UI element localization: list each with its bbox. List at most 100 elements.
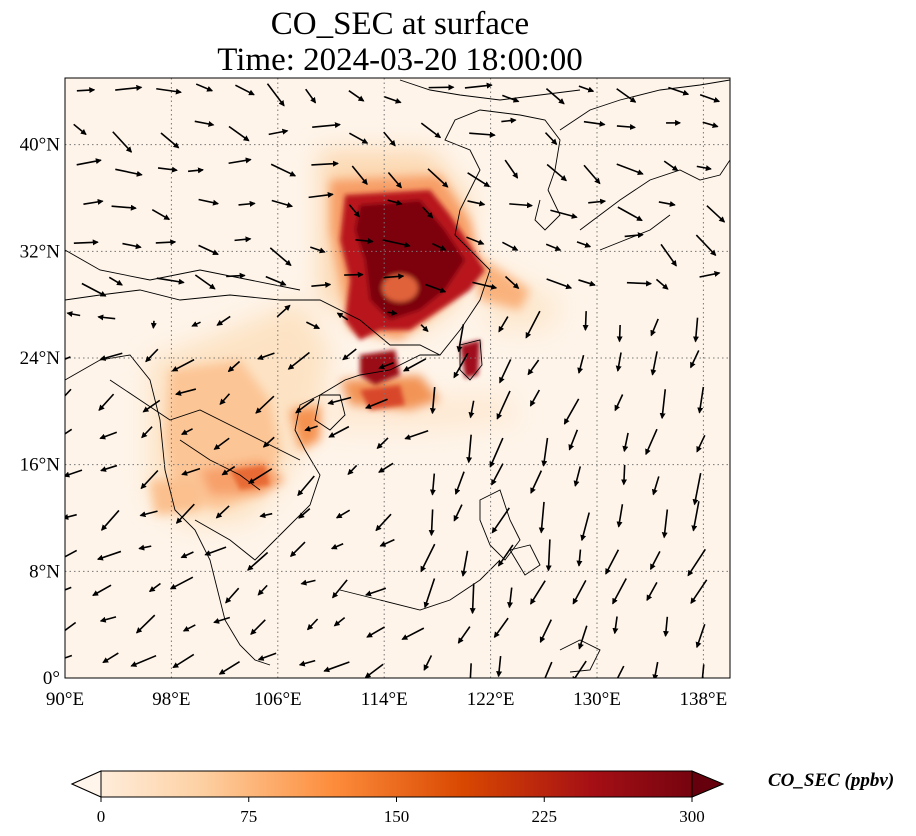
wind-arrow xyxy=(571,660,587,678)
colorbar: 0 75 150 225 300 xyxy=(70,770,725,826)
wind-arrow xyxy=(226,272,246,279)
wind-arrow xyxy=(454,471,465,495)
lon-tick-label: 130°E xyxy=(573,689,621,710)
wind-arrow xyxy=(695,234,717,256)
wind-arrow xyxy=(228,125,250,142)
lat-tick-label: 40°N xyxy=(20,135,61,156)
wind-arrow xyxy=(692,317,699,343)
wind-arrow xyxy=(649,550,661,571)
wind-arrow xyxy=(423,655,433,671)
longitude-axis: 90°E 98°E 106°E 114°E 122°E 130°E 138°E xyxy=(46,689,727,710)
wind-arrow xyxy=(659,389,667,420)
wind-arrow xyxy=(525,310,541,339)
wind-arrow xyxy=(550,209,578,219)
wind-arrow xyxy=(348,204,360,218)
wind-arrow xyxy=(311,281,332,288)
colorbar-tick-label: 300 xyxy=(679,807,705,826)
wind-arrow xyxy=(108,276,123,286)
wind-arrow xyxy=(699,270,721,278)
lon-tick-label: 122°E xyxy=(467,689,515,710)
wind-arrow xyxy=(271,199,294,208)
wind-arrow xyxy=(312,122,341,129)
wind-arrow xyxy=(323,661,350,673)
lon-tick-label: 138°E xyxy=(680,689,728,710)
wind-arrow xyxy=(172,653,195,669)
wind-arrow xyxy=(194,120,215,127)
wind-arrow xyxy=(99,616,117,623)
map-frame xyxy=(64,77,731,679)
wind-arrow xyxy=(221,465,236,476)
wind-arrow xyxy=(387,172,402,189)
wind-arrow xyxy=(255,395,275,414)
wind-arrow xyxy=(156,87,182,95)
wind-arrow xyxy=(662,616,669,638)
wind-arrow xyxy=(504,159,519,179)
lat-tick-label: 32°N xyxy=(20,241,61,262)
lon-tick-label: 106°E xyxy=(254,689,302,710)
wind-arrow xyxy=(83,198,104,205)
wind-arrow xyxy=(156,277,185,285)
wind-arrow xyxy=(530,470,543,494)
wind-arrow xyxy=(578,625,588,650)
wind-arrow xyxy=(65,654,73,659)
colorbar-min-arrow xyxy=(70,770,102,798)
wind-arrow xyxy=(453,352,469,379)
wind-arrow xyxy=(262,436,275,448)
wind-arrow xyxy=(491,507,510,534)
wind-arrow xyxy=(111,204,137,211)
wind-arrow xyxy=(404,430,429,440)
wind-arrow xyxy=(578,85,595,93)
wind-arrow xyxy=(695,624,706,649)
wind-arrow xyxy=(259,512,273,519)
wind-arrow xyxy=(646,581,658,602)
wind-arrow xyxy=(310,246,326,254)
wind-arrow xyxy=(651,476,660,496)
wind-arrow xyxy=(298,659,316,667)
wind-arrow xyxy=(181,467,201,476)
wind-arrow xyxy=(215,505,230,519)
wind-arrow xyxy=(460,550,469,577)
wind-arrow xyxy=(76,87,96,94)
wind-arrow xyxy=(101,509,120,531)
wind-arrow xyxy=(617,206,643,222)
wind-arrow xyxy=(468,400,475,419)
wind-arrow xyxy=(328,425,350,438)
latitude-axis: 0° 8°N 16°N 24°N 32°N 40°N xyxy=(20,135,61,689)
wind-arrow xyxy=(701,664,705,678)
colorbar-tick-label: 0 xyxy=(97,807,106,826)
wind-arrow xyxy=(141,426,153,439)
wind-arrow xyxy=(333,617,346,627)
wind-arrow xyxy=(257,652,277,661)
wind-arrow xyxy=(422,206,434,219)
wind-arrow xyxy=(616,504,624,528)
wind-arrow xyxy=(250,619,266,635)
wind-arrow xyxy=(469,131,496,138)
wind-arrow xyxy=(420,543,436,573)
wind-arrow xyxy=(402,358,427,372)
wind-arrow xyxy=(96,550,122,561)
wind-arrow xyxy=(668,86,690,96)
wind-arrow xyxy=(469,663,472,678)
wind-arrow xyxy=(432,242,447,251)
wind-arrow xyxy=(180,428,193,436)
wind-arrow xyxy=(499,359,512,384)
wind-arrow xyxy=(588,198,607,205)
wind-arrow xyxy=(355,238,374,245)
wind-arrow xyxy=(287,351,310,370)
wind-arrow xyxy=(420,122,442,139)
wind-arrow xyxy=(545,243,562,251)
colorbar-body xyxy=(70,770,725,798)
wind-arrow xyxy=(247,551,269,571)
wind-arrow xyxy=(502,241,519,251)
wind-arrow xyxy=(615,352,622,372)
lat-tick-label: 24°N xyxy=(20,348,61,369)
wind-arrow xyxy=(213,437,230,450)
lat-tick-label: 0° xyxy=(43,668,60,689)
colorbar-tick-label: 150 xyxy=(384,807,410,826)
wind-arrow xyxy=(65,428,73,435)
wind-arrow xyxy=(347,464,358,476)
wind-arrow xyxy=(295,398,315,414)
wind-arrow xyxy=(616,123,636,130)
wind-arrow xyxy=(650,351,658,376)
wind-arrow xyxy=(456,324,465,353)
